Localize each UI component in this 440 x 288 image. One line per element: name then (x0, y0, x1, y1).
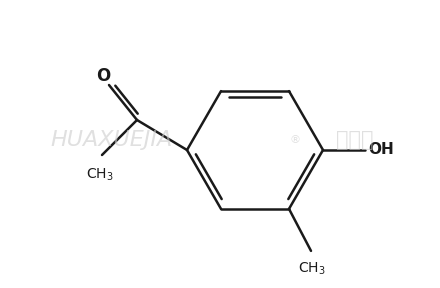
Text: CH$_3$: CH$_3$ (86, 167, 114, 183)
Text: O: O (96, 67, 110, 85)
Text: CH$_3$: CH$_3$ (298, 261, 326, 277)
Text: HUAXUEJIA: HUAXUEJIA (51, 130, 173, 150)
Text: ®: ® (290, 135, 301, 145)
Text: 化学加: 化学加 (336, 130, 374, 150)
Text: OH: OH (368, 143, 394, 158)
